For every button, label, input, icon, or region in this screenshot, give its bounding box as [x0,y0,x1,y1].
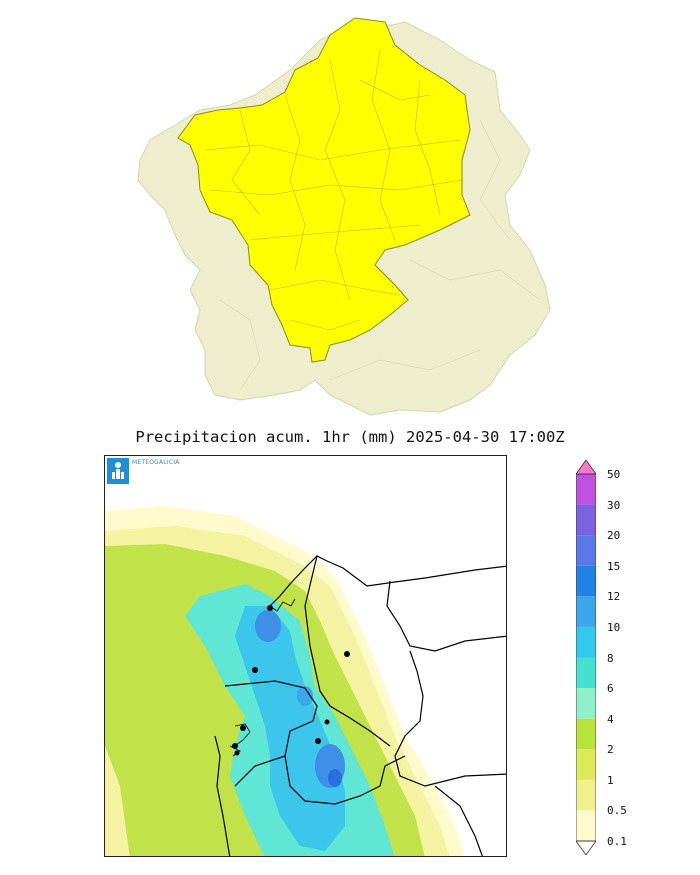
colorbar-segment [576,565,596,597]
colorbar-segment [576,749,596,780]
meteogalicia-logo-icon [107,458,129,484]
stations [232,605,350,756]
colorbar-segment [576,779,596,811]
station-2 [252,667,258,673]
colorbar-segment [576,504,596,536]
colorbar-segment [576,596,596,627]
colorbar-label: 50 [607,468,621,481]
precip-core-3 [328,769,342,787]
colorbar-label: 20 [607,529,621,543]
colorbar [576,460,596,855]
colorbar-label: 15 [607,559,621,573]
precipitation-map: METEOGALICIA [104,455,507,857]
colorbar-segment [576,474,596,505]
colorbar-label: 4 [607,712,614,726]
map-title: Precipitacion acum. 1hr (mm) 2025-04-30 … [135,428,565,446]
precip-band-8 [235,606,345,851]
colorbar-label: 8 [607,651,614,665]
colorbar-segment [576,626,596,658]
colorbar-label: 1 [607,773,614,787]
station-5 [232,743,238,749]
warning-zone [177,17,471,363]
precip-core-1 [255,610,281,642]
colorbar-label: 30 [607,498,621,512]
colorbar-min-extend [576,840,596,855]
station-6 [234,750,240,756]
colorbar-segment [576,718,596,750]
logo-text: METEOGALICIA [132,459,180,466]
precipitation-field [105,506,506,856]
station-4 [240,725,246,731]
colorbar-segment [576,535,596,566]
colorbar-segment [576,810,596,841]
warning-map [137,17,551,416]
colorbar-segment [576,657,596,689]
region-boundaries [214,555,506,856]
colorbar-label: 12 [607,590,621,604]
colorbar-label: 0.1 [607,835,627,848]
station-1 [267,605,273,611]
colorbar-label: 6 [607,682,614,696]
colorbar-label: 10 [607,620,621,634]
colorbar-max-extend [576,460,596,475]
colorbar-label: 2 [607,743,614,757]
station-7 [315,738,321,744]
colorbar-label: 0.5 [607,804,627,818]
colorbar-segment [576,688,596,719]
station-8 [324,719,330,725]
station-3 [344,651,350,657]
precip-core-4 [297,686,313,706]
